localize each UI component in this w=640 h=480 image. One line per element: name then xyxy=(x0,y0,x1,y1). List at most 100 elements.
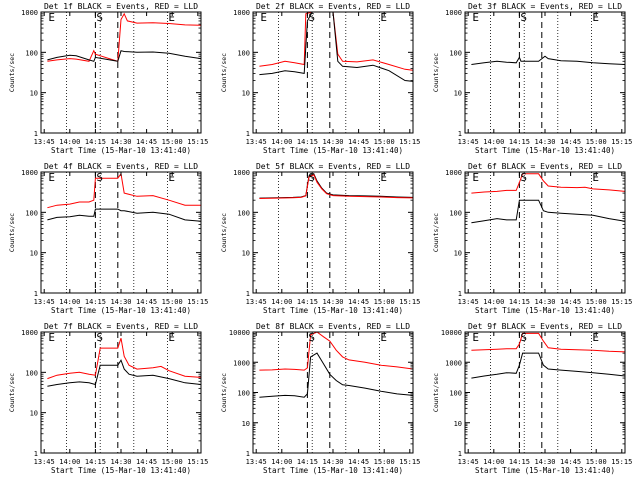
x-tick-label: 13:45 xyxy=(458,298,479,306)
chart-title: Det 2f BLACK = Events, RED = LLD xyxy=(256,2,410,11)
chart-panel-2: 13:45 14:00 14:15 14:30 14:45 15:00 15:15 1 10 10… xyxy=(220,2,420,155)
chart-panel-3: 13:45 14:00 14:15 14:30 14:45 15:00 15:15 1 10 10… xyxy=(432,2,632,155)
y-tick-label: 1000 xyxy=(233,9,250,17)
y-tick-label: 10000 xyxy=(229,329,250,337)
y-axis-label: Counts/sec xyxy=(8,213,16,252)
x-tick-label: 14:00 xyxy=(483,298,504,306)
y-tick-label: 1000 xyxy=(233,359,250,367)
x-tick-label: 13:45 xyxy=(458,458,479,466)
x-tick-label: 14:45 xyxy=(560,298,581,306)
x-tick-label: 14:00 xyxy=(59,458,80,466)
x-tick-label: 15:15 xyxy=(611,138,632,146)
x-tick-label: 15:15 xyxy=(187,458,208,466)
x-tick-label: 14:00 xyxy=(271,298,292,306)
x-tick-label: 14:15 xyxy=(85,138,106,146)
y-tick-label: 100 xyxy=(25,209,38,217)
events-rate-line xyxy=(471,352,625,379)
y-tick-label: 1000 xyxy=(21,329,38,337)
y-tick-label: 10 xyxy=(30,90,38,98)
end-marker: E xyxy=(380,11,387,24)
lld-rate-line xyxy=(47,172,201,209)
y-axis-label: Counts/sec xyxy=(432,373,440,412)
lld-rate-line xyxy=(259,174,413,199)
x-tick-label: 15:00 xyxy=(586,458,607,466)
x-tick-label: 15:15 xyxy=(187,298,208,306)
start-marker: S xyxy=(96,11,103,24)
end-marker: E xyxy=(168,171,175,184)
chart-panel-6: 13:45 14:00 14:15 14:30 14:45 15:00 15:15 1 10 10… xyxy=(432,162,632,315)
x-tick-label: 14:30 xyxy=(110,298,131,306)
start-marker: S xyxy=(520,171,527,184)
y-axis-label: Counts/sec xyxy=(220,373,228,412)
y-tick-label: 100 xyxy=(449,49,462,57)
x-tick-label: 14:00 xyxy=(483,138,504,146)
y-tick-label: 10 xyxy=(30,250,38,258)
lld-rate-line xyxy=(259,332,413,371)
x-tick-label: 14:15 xyxy=(297,138,318,146)
events-rate-line xyxy=(47,50,201,62)
x-tick-label: 13:45 xyxy=(34,138,55,146)
y-tick-label: 1 xyxy=(458,450,462,458)
x-tick-label: 14:45 xyxy=(136,458,157,466)
x-tick-label: 13:45 xyxy=(458,138,479,146)
x-tick-label: 13:45 xyxy=(246,138,267,146)
x-tick-label: 14:15 xyxy=(85,298,106,306)
end-marker: E xyxy=(380,171,387,184)
x-axis-label: Start Time (15-Mar-10 13:41:40) xyxy=(475,466,615,475)
y-tick-label: 10000 xyxy=(441,329,462,337)
end-marker: E xyxy=(380,331,387,344)
x-tick-label: 14:45 xyxy=(136,138,157,146)
end-marker: E xyxy=(48,331,55,344)
y-tick-label: 1000 xyxy=(445,359,462,367)
y-tick-label: 10 xyxy=(242,250,250,258)
start-marker: S xyxy=(96,331,103,344)
x-tick-label: 15:00 xyxy=(586,138,607,146)
y-axis-label: Counts/sec xyxy=(432,53,440,92)
y-tick-label: 1 xyxy=(246,130,250,138)
chart-panel-5: 13:45 14:00 14:15 14:30 14:45 15:00 15:15 1 10 10… xyxy=(220,162,420,315)
y-tick-label: 1000 xyxy=(445,9,462,17)
y-tick-label: 10 xyxy=(242,90,250,98)
x-tick-label: 15:00 xyxy=(162,138,183,146)
end-marker: E xyxy=(48,11,55,24)
end-marker: E xyxy=(472,11,479,24)
x-tick-label: 15:00 xyxy=(162,458,183,466)
y-tick-label: 100 xyxy=(237,390,250,398)
y-tick-label: 1 xyxy=(458,130,462,138)
y-tick-label: 1000 xyxy=(21,169,38,177)
y-tick-label: 1000 xyxy=(233,169,250,177)
chart-panel-7: 13:45 14:00 14:15 14:30 14:45 15:00 15:15 1 10 10… xyxy=(8,322,208,475)
y-tick-label: 100 xyxy=(449,390,462,398)
chart-title: Det 9f BLACK = Events, RED = LLD xyxy=(468,322,622,331)
y-tick-label: 1000 xyxy=(21,9,38,17)
x-tick-label: 14:00 xyxy=(59,138,80,146)
lld-rate-line xyxy=(471,332,625,353)
chart-title: Det 3f BLACK = Events, RED = LLD xyxy=(468,2,622,11)
events-rate-line xyxy=(259,12,413,82)
chart-title: Det 6f BLACK = Events, RED = LLD xyxy=(468,162,622,171)
y-axis-label: Counts/sec xyxy=(8,373,16,412)
y-tick-label: 1000 xyxy=(445,169,462,177)
x-tick-label: 13:45 xyxy=(34,458,55,466)
x-tick-label: 15:15 xyxy=(399,138,420,146)
x-axis-label: Start Time (15-Mar-10 13:41:40) xyxy=(263,466,403,475)
x-axis-label: Start Time (15-Mar-10 13:41:40) xyxy=(263,306,403,315)
y-tick-label: 10 xyxy=(242,420,250,428)
x-tick-label: 15:00 xyxy=(162,298,183,306)
x-axis-label: Start Time (15-Mar-10 13:41:40) xyxy=(51,146,191,155)
y-axis-label: Counts/sec xyxy=(220,53,228,92)
lld-rate-line xyxy=(47,338,201,380)
end-marker: E xyxy=(48,171,55,184)
y-tick-label: 100 xyxy=(237,49,250,57)
chart-panel-9: 13:45 14:00 14:15 14:30 14:45 15:00 15:15 1 10 10… xyxy=(432,322,632,475)
x-tick-label: 14:30 xyxy=(534,298,555,306)
x-tick-label: 14:15 xyxy=(85,458,106,466)
x-tick-label: 14:45 xyxy=(560,458,581,466)
events-rate-line xyxy=(47,208,201,222)
chart-title: Det 8f BLACK = Events, RED = LLD xyxy=(256,322,410,331)
x-tick-label: 13:45 xyxy=(246,458,267,466)
y-tick-label: 10 xyxy=(454,250,462,258)
x-tick-label: 13:45 xyxy=(34,298,55,306)
y-tick-label: 100 xyxy=(25,49,38,57)
